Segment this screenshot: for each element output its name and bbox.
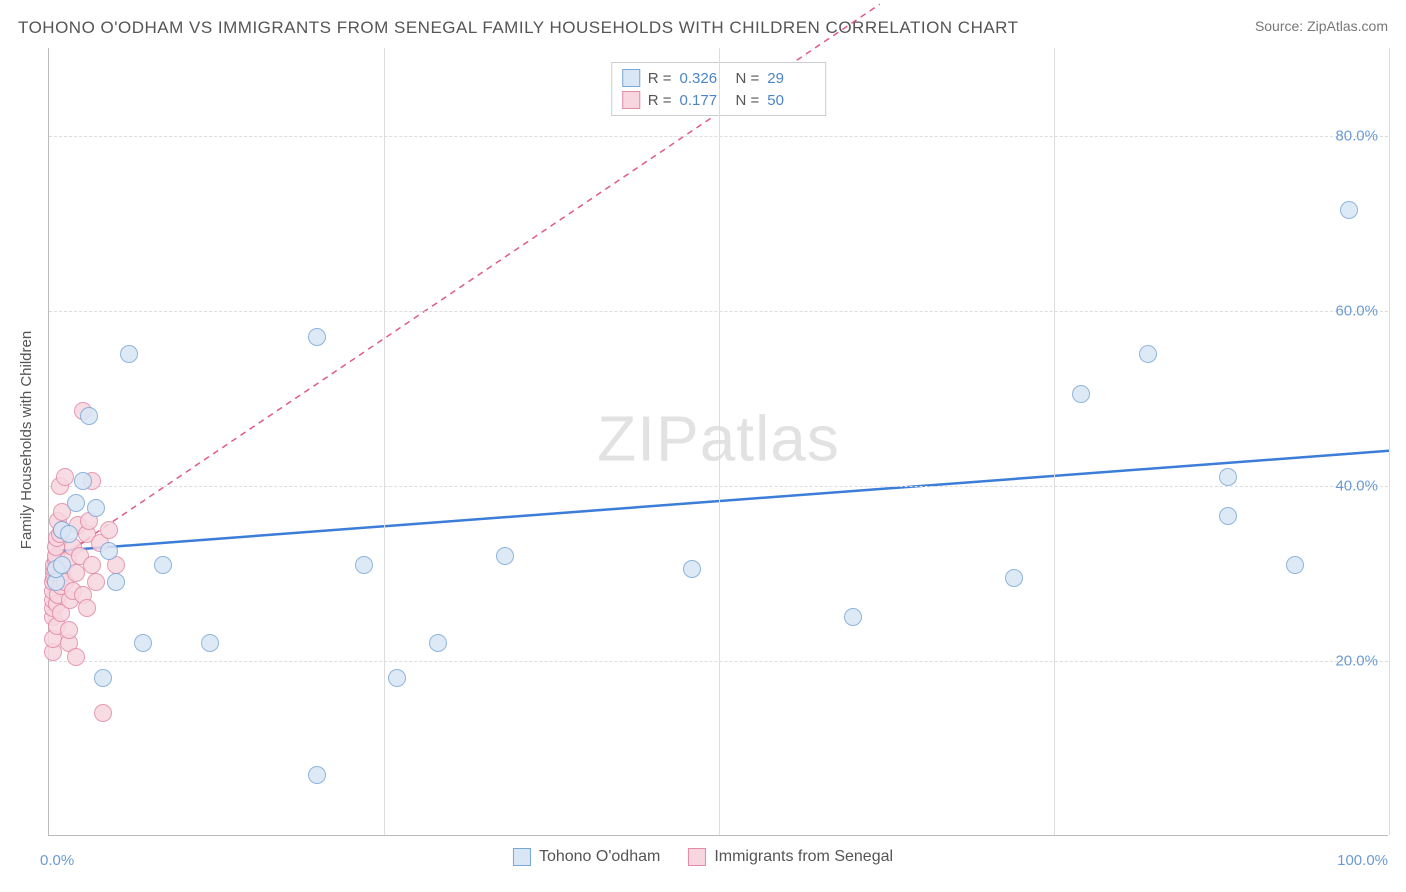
data-point-tohono xyxy=(154,556,172,574)
data-point-tohono xyxy=(74,472,92,490)
legend-item-senegal: Immigrants from Senegal xyxy=(688,848,893,866)
x-axis-max-label: 100.0% xyxy=(1337,852,1388,869)
data-point-tohono xyxy=(683,560,701,578)
data-point-tohono xyxy=(1139,345,1157,363)
data-point-tohono xyxy=(1286,556,1304,574)
gridline-vertical xyxy=(1389,48,1390,835)
data-point-tohono xyxy=(80,407,98,425)
legend-item-tohono: Tohono O'odham xyxy=(513,848,660,866)
series-swatch-senegal xyxy=(622,91,640,109)
r-value-senegal: 0.177 xyxy=(680,92,728,109)
y-tick-label: 40.0% xyxy=(1335,477,1378,494)
data-point-tohono xyxy=(120,345,138,363)
r-label: R = xyxy=(648,70,672,87)
data-point-tohono xyxy=(53,556,71,574)
y-tick-label: 60.0% xyxy=(1335,302,1378,319)
data-point-tohono xyxy=(1219,468,1237,486)
data-point-tohono xyxy=(388,669,406,687)
y-tick-label: 80.0% xyxy=(1335,127,1378,144)
n-label: N = xyxy=(736,70,760,87)
data-point-senegal xyxy=(78,599,96,617)
data-point-tohono xyxy=(1072,385,1090,403)
data-point-senegal xyxy=(56,468,74,486)
data-point-tohono xyxy=(355,556,373,574)
series-label-senegal: Immigrants from Senegal xyxy=(714,848,893,866)
r-label: R = xyxy=(648,92,672,109)
data-point-senegal xyxy=(100,521,118,539)
y-axis-label: Family Households with Children xyxy=(18,331,35,549)
n-value-tohono: 29 xyxy=(767,70,815,87)
n-label: N = xyxy=(736,92,760,109)
series-label-tohono: Tohono O'odham xyxy=(539,848,660,866)
data-point-tohono xyxy=(60,525,78,543)
data-point-tohono xyxy=(1005,569,1023,587)
data-point-tohono xyxy=(134,634,152,652)
r-value-tohono: 0.326 xyxy=(680,70,728,87)
data-point-tohono xyxy=(496,547,514,565)
series-swatch-tohono xyxy=(513,848,531,866)
plot-area: ZIPatlas R = 0.326 N = 29 R = 0.177 N = … xyxy=(48,48,1388,836)
gridline-vertical xyxy=(384,48,385,835)
data-point-tohono xyxy=(94,669,112,687)
series-swatch-tohono xyxy=(622,69,640,87)
chart-container: TOHONO O'ODHAM VS IMMIGRANTS FROM SENEGA… xyxy=(0,0,1406,892)
data-point-tohono xyxy=(308,766,326,784)
data-point-senegal xyxy=(94,704,112,722)
series-legend: Tohono O'odham Immigrants from Senegal xyxy=(513,848,893,866)
data-point-tohono xyxy=(87,499,105,517)
data-point-tohono xyxy=(1340,201,1358,219)
data-point-senegal xyxy=(67,648,85,666)
gridline-vertical xyxy=(1054,48,1055,835)
data-point-tohono xyxy=(201,634,219,652)
n-value-senegal: 50 xyxy=(767,92,815,109)
data-point-tohono xyxy=(100,542,118,560)
chart-title: TOHONO O'ODHAM VS IMMIGRANTS FROM SENEGA… xyxy=(18,18,1019,38)
data-point-senegal xyxy=(83,556,101,574)
data-point-tohono xyxy=(67,494,85,512)
data-point-tohono xyxy=(107,573,125,591)
data-point-senegal xyxy=(87,573,105,591)
data-point-senegal xyxy=(60,621,78,639)
y-tick-label: 20.0% xyxy=(1335,652,1378,669)
x-axis-min-label: 0.0% xyxy=(40,852,74,869)
data-point-tohono xyxy=(844,608,862,626)
gridline-vertical xyxy=(719,48,720,835)
data-point-tohono xyxy=(429,634,447,652)
data-point-tohono xyxy=(1219,507,1237,525)
series-swatch-senegal xyxy=(688,848,706,866)
data-point-tohono xyxy=(308,328,326,346)
source-attribution: Source: ZipAtlas.com xyxy=(1255,18,1388,34)
